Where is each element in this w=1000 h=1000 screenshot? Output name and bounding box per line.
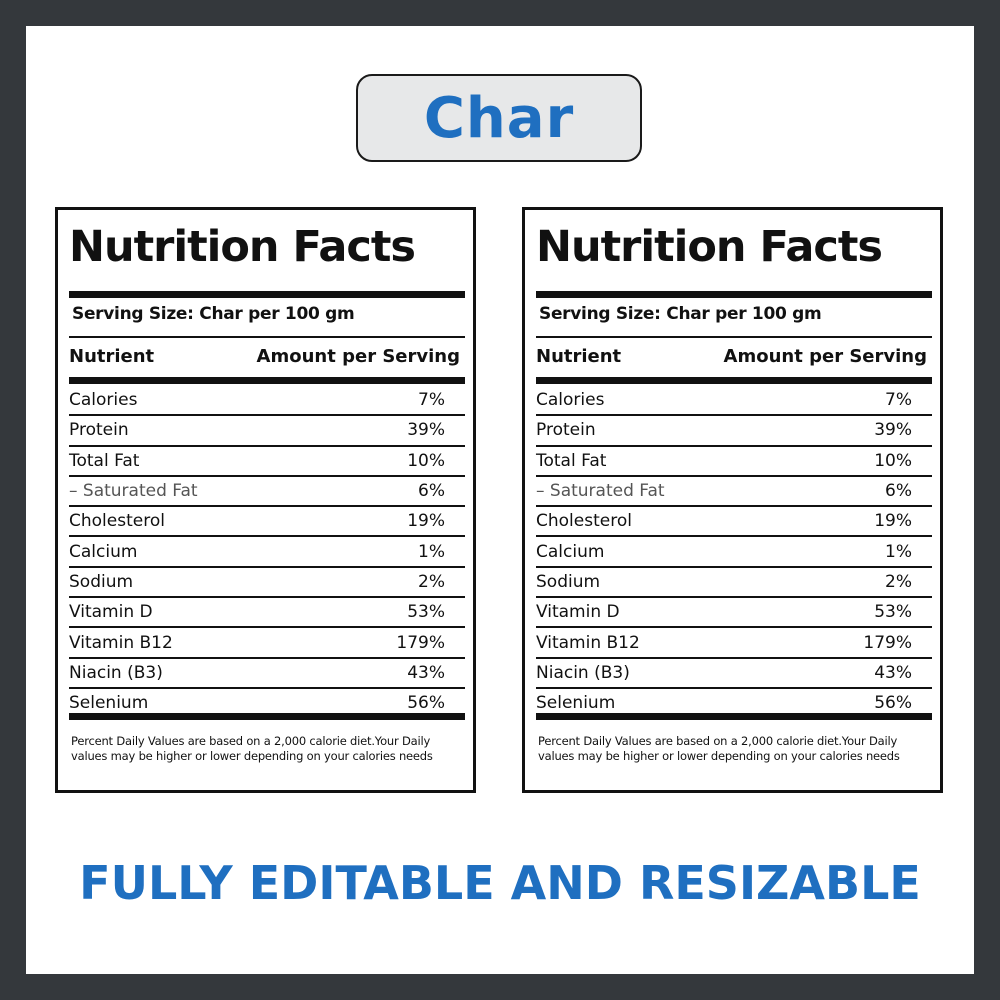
page-title: Char <box>423 85 575 151</box>
serving-size: Serving Size: Char per 100 gm <box>539 304 822 324</box>
nutrient-name: – Saturated Fat <box>536 481 665 502</box>
nutrient-name: Sodium <box>536 571 601 592</box>
nutrient-value: 179% <box>396 632 445 653</box>
nutrient-row: Protein 39% <box>69 416 465 447</box>
nutrient-row: Calcium 1% <box>536 537 932 568</box>
nutrient-row: Vitamin D 53% <box>536 598 932 629</box>
nutrient-value: 1% <box>885 541 912 562</box>
nutrient-value: 6% <box>418 481 445 502</box>
nutrient-value: 6% <box>885 481 912 502</box>
divider-thick <box>536 291 932 298</box>
nutrient-value: 7% <box>885 390 912 411</box>
nutrient-row: Cholesterol 19% <box>69 507 465 538</box>
nutrient-name: – Saturated Fat <box>69 481 198 502</box>
divider-thick <box>69 291 465 298</box>
nutrient-name: Sodium <box>69 571 134 592</box>
nutrient-value: 43% <box>407 662 445 683</box>
divider-thick <box>536 713 932 720</box>
nutrient-value: 7% <box>418 390 445 411</box>
tagline: FULLY EDITABLE AND RESIZABLE <box>79 856 921 910</box>
nutrient-name: Vitamin D <box>69 602 153 623</box>
nutrient-row: Niacin (B3) 43% <box>536 659 932 689</box>
column-header-nutrient: Nutrient <box>536 346 622 367</box>
nutrient-value: 19% <box>407 511 445 532</box>
nutrient-value: 2% <box>885 571 912 592</box>
nutrient-row: Cholesterol 19% <box>536 507 932 538</box>
nutrition-label-left: Nutrition Facts Serving Size: Char per 1… <box>55 207 476 793</box>
daily-value-footnote: Percent Daily Values are based on a 2,00… <box>71 734 433 763</box>
nutrition-facts-heading: Nutrition Facts <box>69 222 416 272</box>
nutrient-name: Calcium <box>69 541 138 562</box>
nutrient-rows: Calories 7% Protein 39% Total Fat 10% – Sat… <box>536 386 932 717</box>
nutrient-value: 179% <box>863 632 912 653</box>
nutrient-value: 43% <box>874 662 912 683</box>
nutrient-name: Niacin (B3) <box>536 662 630 683</box>
nutrient-name: Selenium <box>69 693 149 714</box>
nutrient-row: Sodium 2% <box>69 568 465 599</box>
nutrient-name: Selenium <box>536 693 616 714</box>
nutrient-row: – Saturated Fat 6% <box>69 477 465 508</box>
nutrient-value: 2% <box>418 571 445 592</box>
nutrition-facts-heading: Nutrition Facts <box>536 222 883 272</box>
nutrient-value: 56% <box>407 693 445 714</box>
nutrient-row: Niacin (B3) 43% <box>69 659 465 689</box>
nutrient-value: 10% <box>874 450 912 471</box>
nutrient-row: Vitamin B12 179% <box>69 628 465 659</box>
nutrient-name: Cholesterol <box>69 511 165 532</box>
nutrient-name: Niacin (B3) <box>69 662 163 683</box>
serving-size: Serving Size: Char per 100 gm <box>72 304 355 324</box>
nutrient-value: 10% <box>407 450 445 471</box>
daily-value-footnote: Percent Daily Values are based on a 2,00… <box>538 734 900 763</box>
nutrient-row: Selenium 56% <box>536 689 932 717</box>
nutrient-row: Calories 7% <box>536 386 932 417</box>
column-header-nutrient: Nutrient <box>69 346 155 367</box>
nutrient-value: 39% <box>407 420 445 441</box>
nutrient-name: Vitamin D <box>536 602 620 623</box>
nutrient-row: Calories 7% <box>69 386 465 417</box>
nutrient-value: 56% <box>874 693 912 714</box>
nutrient-name: Total Fat <box>69 450 140 471</box>
nutrient-row: Sodium 2% <box>536 568 932 599</box>
nutrient-name: Calories <box>536 390 605 411</box>
nutrient-row: Vitamin B12 179% <box>536 628 932 659</box>
nutrient-row: Total Fat 10% <box>69 447 465 477</box>
nutrient-row: Vitamin D 53% <box>69 598 465 629</box>
nutrient-value: 39% <box>874 420 912 441</box>
nutrient-row: – Saturated Fat 6% <box>536 477 932 508</box>
nutrient-name: Protein <box>536 420 596 441</box>
nutrient-row: Protein 39% <box>536 416 932 447</box>
nutrient-name: Protein <box>69 420 129 441</box>
nutrient-name: Cholesterol <box>536 511 632 532</box>
nutrient-name: Total Fat <box>536 450 607 471</box>
column-header-amount: Amount per Serving <box>256 346 460 367</box>
nutrient-row: Calcium 1% <box>69 537 465 568</box>
nutrient-name: Calories <box>69 390 138 411</box>
column-header-amount: Amount per Serving <box>723 346 927 367</box>
nutrient-name: Vitamin B12 <box>69 632 173 653</box>
divider-thick <box>536 377 932 384</box>
divider-thick <box>69 713 465 720</box>
nutrient-rows: Calories 7% Protein 39% Total Fat 10% – Sat… <box>69 386 465 717</box>
nutrient-name: Vitamin B12 <box>536 632 640 653</box>
nutrient-value: 53% <box>407 602 445 623</box>
nutrient-value: 1% <box>418 541 445 562</box>
nutrient-row: Selenium 56% <box>69 689 465 717</box>
divider <box>69 336 465 338</box>
nutrition-label-right: Nutrition Facts Serving Size: Char per 1… <box>522 207 943 793</box>
divider-thick <box>69 377 465 384</box>
divider <box>536 336 932 338</box>
nutrient-row: Total Fat 10% <box>536 447 932 477</box>
title-pill: Char <box>356 74 642 162</box>
nutrient-value: 53% <box>874 602 912 623</box>
nutrient-name: Calcium <box>536 541 605 562</box>
nutrient-value: 19% <box>874 511 912 532</box>
